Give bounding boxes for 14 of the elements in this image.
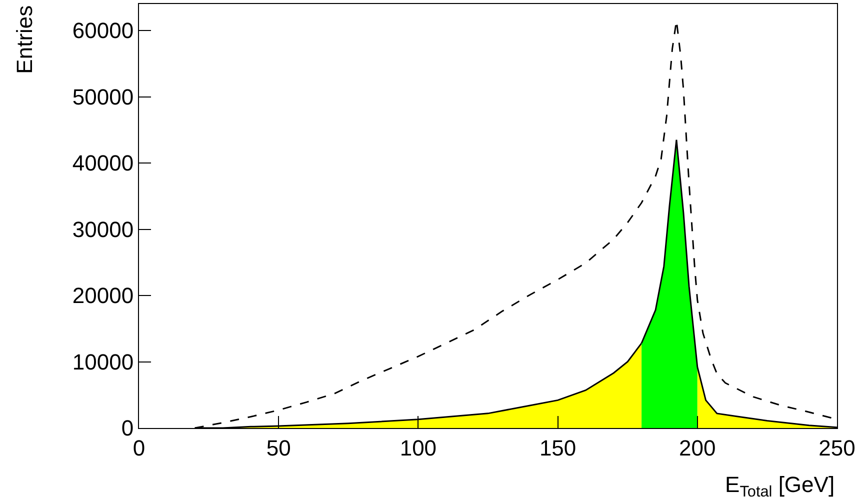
y-axis-title: Entries <box>12 5 37 74</box>
y-tick-label: 40000 <box>72 150 134 176</box>
x-tick-label: 250 <box>818 435 856 460</box>
x-tick-label: 50 <box>266 435 291 460</box>
x-tick-label: 100 <box>400 435 437 460</box>
x-tick-label: 150 <box>539 435 576 460</box>
y-tick-label: 60000 <box>72 18 134 44</box>
y-tick-label: 10000 <box>72 349 134 374</box>
x-tick-label: 200 <box>679 435 716 460</box>
y-tick-label: 20000 <box>72 283 134 308</box>
y-tick-label: 0 <box>121 416 134 441</box>
y-tick-label: 50000 <box>72 84 134 110</box>
y-tick-label: 30000 <box>72 216 134 242</box>
x-axis-title: E$_{Total}$ [GeV] <box>725 472 835 501</box>
